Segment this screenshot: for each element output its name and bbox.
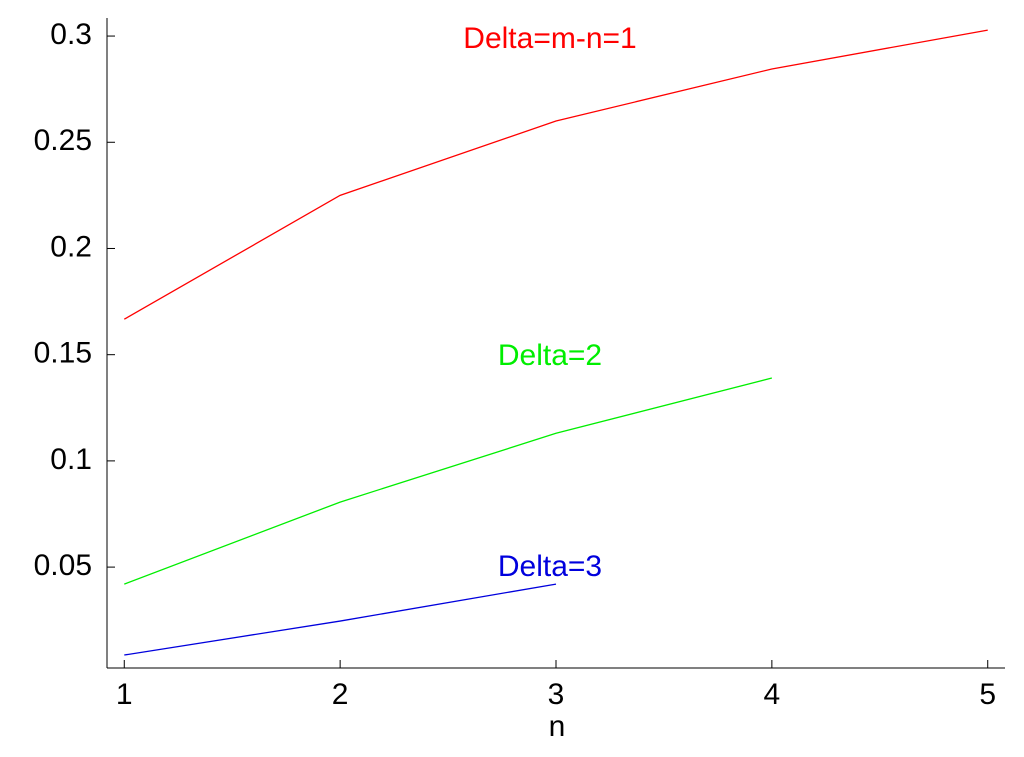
y-tick-label: 0.2	[50, 230, 92, 263]
x-tick-label: 5	[979, 678, 996, 711]
y-tick-label: 0.15	[34, 337, 92, 370]
series-line	[123, 29, 988, 320]
x-tick-label: 4	[764, 678, 781, 711]
series-label: Delta=2	[498, 339, 602, 372]
series-label: Delta=m-n=1	[463, 22, 636, 55]
y-tick-label: 0.25	[34, 124, 92, 157]
x-tick-label: 1	[116, 678, 133, 711]
y-tick-label: 0.05	[34, 549, 92, 582]
x-tick-label: 2	[332, 678, 349, 711]
series-line	[124, 583, 557, 656]
x-axis-label: n	[549, 710, 566, 743]
y-tick-label: 0.3	[50, 18, 92, 51]
x-tick-label: 3	[548, 678, 565, 711]
y-tick-label: 0.1	[50, 443, 92, 476]
series-label: Delta=3	[498, 550, 602, 583]
series-line	[124, 377, 773, 585]
